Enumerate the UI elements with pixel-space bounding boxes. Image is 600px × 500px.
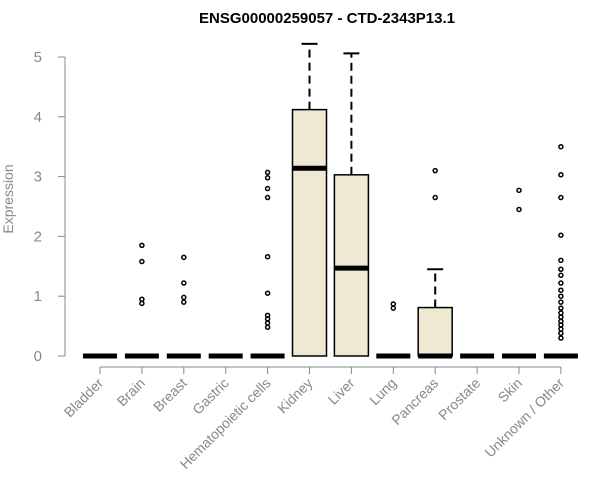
- box-unknown-other: [543, 143, 578, 359]
- outlier-point: [558, 293, 564, 299]
- outlier-point: [264, 253, 271, 260]
- y-axis: 0 1 2 3 4 5: [34, 49, 66, 365]
- x-tick-label: Kidney: [274, 375, 316, 417]
- outlier-point: [264, 175, 271, 181]
- outlier-point: [558, 272, 564, 279]
- x-tick-label: Bladder: [61, 375, 107, 421]
- x-tick-label: Lung: [366, 375, 399, 408]
- y-axis-label: Expression: [0, 164, 16, 233]
- outlier-point: [139, 258, 145, 265]
- y-tick-label: 1: [34, 288, 42, 305]
- outlier-point: [264, 169, 271, 176]
- y-tick-label: 2: [34, 228, 42, 245]
- outlier-point: [558, 305, 564, 311]
- outlier-point: [558, 326, 564, 332]
- x-tick-label: Liver: [325, 375, 358, 408]
- outlier-point: [516, 187, 522, 194]
- y-tick-label: 0: [34, 348, 42, 365]
- box-iqr: [333, 174, 370, 357]
- outlier-point: [181, 280, 187, 286]
- outlier-point: [390, 305, 397, 311]
- outlier-point: [558, 257, 564, 264]
- outlier-point: [264, 194, 271, 201]
- box-series: [83, 42, 578, 359]
- outlier-point: [558, 314, 564, 320]
- outlier-point: [139, 300, 145, 307]
- box-iqr: [291, 108, 328, 357]
- chart-title: ENSG00000259057 - CTD-2343P13.1: [199, 10, 455, 27]
- box-breast: [166, 254, 201, 359]
- outlier-point: [558, 266, 564, 273]
- x-tick-label: Unknown / Other: [481, 375, 567, 461]
- outlier-point: [264, 290, 271, 296]
- outlier-point: [516, 206, 522, 213]
- y-tick-label: 5: [34, 49, 42, 66]
- outlier-point: [558, 318, 564, 325]
- box-pancreas: [417, 167, 453, 359]
- outlier-point: [558, 232, 564, 238]
- y-tick-label: 3: [34, 169, 42, 186]
- outlier-point: [181, 254, 187, 261]
- outlier-point: [558, 299, 564, 305]
- outlier-point: [264, 324, 271, 331]
- outlier-point: [432, 194, 438, 201]
- x-tick-label: Skin: [495, 375, 526, 406]
- outlier-point: [264, 312, 271, 319]
- box-lung: [376, 301, 411, 359]
- outlier-point: [558, 172, 564, 178]
- box-hematopoietic-cells: [250, 169, 285, 359]
- outlier-point: [139, 296, 145, 302]
- x-tick-label: Prostate: [435, 375, 483, 423]
- x-tick-label: Pancreas: [388, 375, 441, 428]
- outlier-point: [558, 330, 564, 337]
- outlier-point: [181, 299, 187, 305]
- outlier-point: [139, 242, 145, 249]
- outlier-point: [558, 310, 564, 316]
- outlier-point: [181, 294, 187, 301]
- outlier-point: [558, 335, 564, 341]
- outlier-point: [558, 143, 564, 150]
- box-iqr: [417, 306, 453, 357]
- outlier-point: [558, 194, 564, 201]
- outlier-point: [264, 320, 271, 326]
- outlier-point: [558, 287, 564, 293]
- box-liver: [333, 52, 370, 357]
- x-tick-label: Brain: [114, 375, 148, 409]
- outlier-point: [264, 185, 271, 192]
- outlier-point: [558, 280, 564, 286]
- outlier-point: [390, 301, 397, 307]
- box-kidney: [291, 42, 328, 357]
- outlier-point: [432, 167, 438, 174]
- box-skin: [502, 187, 536, 359]
- box-brain: [124, 242, 159, 359]
- x-tick-label: Breast: [150, 375, 190, 415]
- y-tick-label: 4: [34, 109, 42, 126]
